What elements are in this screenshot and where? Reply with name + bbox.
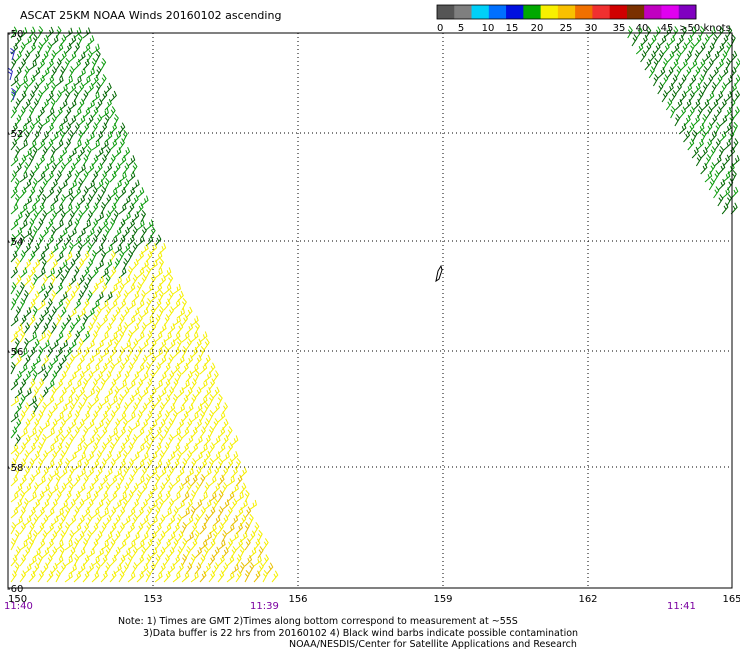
lat-tick-label: -56 bbox=[7, 347, 23, 358]
legend-label: 20 bbox=[531, 23, 544, 34]
lon-tick-label: 159 bbox=[433, 594, 452, 605]
legend-swatch bbox=[437, 5, 455, 19]
legend-label: 30 bbox=[585, 23, 598, 34]
legend-swatch bbox=[678, 5, 697, 19]
legend-label: 10 bbox=[482, 23, 495, 34]
lat-tick-label: -52 bbox=[7, 129, 23, 140]
legend-swatch bbox=[609, 5, 628, 19]
legend-swatch bbox=[506, 5, 524, 19]
legend-swatch bbox=[523, 5, 542, 19]
legend-swatch bbox=[661, 5, 680, 19]
note-line-1: Note: 1) Times are GMT 2)Times along bot… bbox=[118, 616, 518, 627]
swath-time-label: 11:41 bbox=[667, 601, 696, 612]
lat-lon-grid bbox=[7, 32, 733, 589]
lon-tick-label: 153 bbox=[143, 594, 162, 605]
lon-tick-label: 162 bbox=[578, 594, 597, 605]
legend-label: >50 knots bbox=[679, 23, 731, 34]
wind-barbs bbox=[8, 25, 740, 583]
legend-label: 35 bbox=[613, 23, 626, 34]
lat-tick-label: -58 bbox=[7, 463, 23, 474]
legend-swatch bbox=[575, 5, 593, 19]
note-line-3: NOAA/NESDIS/Center for Satellite Applica… bbox=[289, 639, 577, 650]
legend-swatch bbox=[471, 5, 490, 19]
wind-speed-legend: 0 5 10 15 20 25 30 35 40 45 >50 knots bbox=[436, 4, 731, 34]
lat-tick-label: -54 bbox=[7, 237, 23, 248]
lat-tick-label: -60 bbox=[7, 584, 23, 595]
lon-tick-label: 150 bbox=[8, 594, 27, 605]
lat-tick-label: -50 bbox=[7, 29, 23, 40]
legend-swatch bbox=[540, 5, 559, 19]
legend-swatch bbox=[488, 5, 507, 19]
lon-tick-label: 156 bbox=[288, 594, 307, 605]
legend-label: 25 bbox=[560, 23, 573, 34]
legend-swatch bbox=[626, 5, 645, 19]
swath-time-label: 11:39 bbox=[250, 601, 279, 612]
island-outline bbox=[435, 264, 443, 283]
legend-swatch bbox=[454, 5, 473, 19]
lon-tick-label: 165 bbox=[722, 594, 740, 605]
legend-label: 15 bbox=[506, 23, 519, 34]
legend-swatch bbox=[644, 5, 662, 19]
map-title: ASCAT 25KM NOAA Winds 20160102 ascending bbox=[20, 9, 282, 22]
legend-swatch bbox=[592, 5, 611, 19]
legend-label: 45 bbox=[661, 23, 674, 34]
note-line-2: 3)Data buffer is 22 hrs from 20160102 4)… bbox=[143, 628, 579, 639]
legend-label: 0 bbox=[437, 23, 443, 34]
legend-label: 5 bbox=[458, 23, 464, 34]
legend-swatch bbox=[557, 5, 576, 19]
axis-labels: 150 153 156 159 162 165 -50 -52 -54 -56 -58 -60 11:4… bbox=[4, 29, 740, 612]
legend-label: 40 bbox=[636, 23, 649, 34]
swath-time-label: 11:40 bbox=[4, 601, 33, 612]
